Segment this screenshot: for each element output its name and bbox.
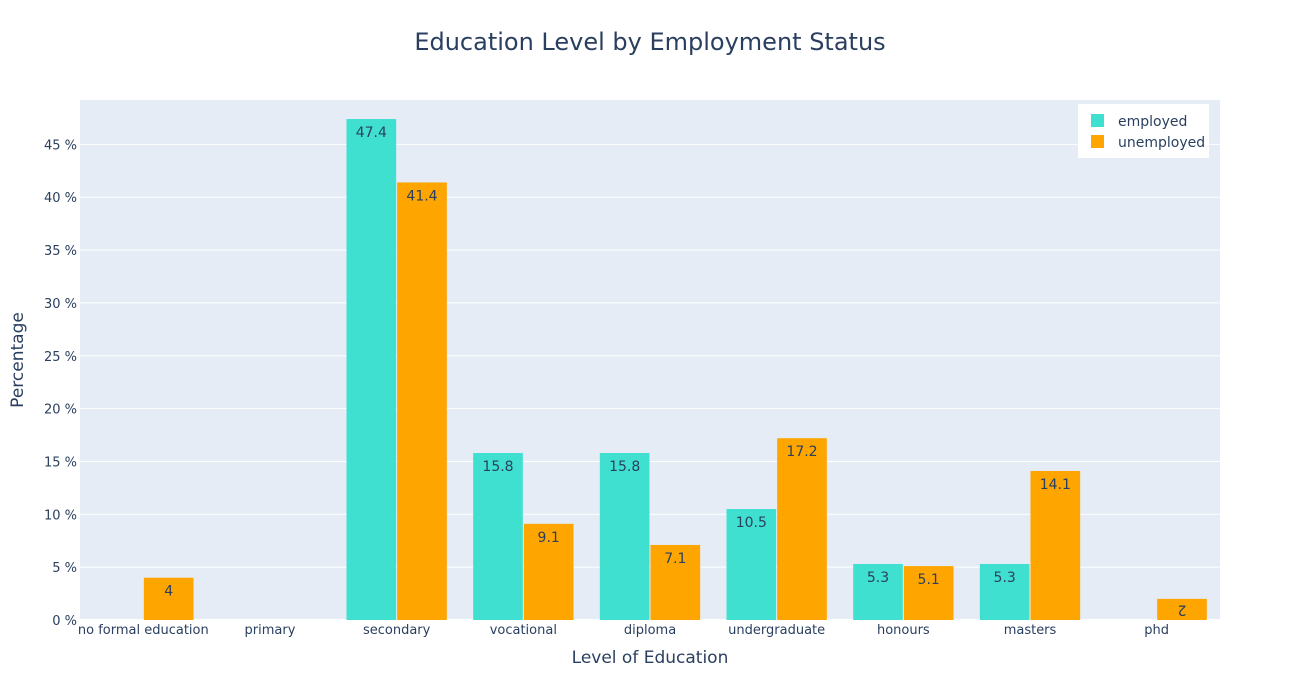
y-tick-label: 20 % xyxy=(44,403,77,418)
y-tick-label: 5 % xyxy=(52,561,77,576)
data-label: 47.4 xyxy=(356,125,387,141)
x-tick-label: no formal education xyxy=(78,623,209,638)
data-label: 7.1 xyxy=(664,551,686,567)
bar-employed xyxy=(979,563,1030,620)
y-tick-label: 0 % xyxy=(52,614,77,629)
x-tick-label: diploma xyxy=(624,623,676,638)
y-axis-title: Percentage xyxy=(8,312,28,408)
y-tick-label: 45 % xyxy=(44,138,77,153)
bars xyxy=(143,119,1207,621)
x-tick-label: secondary xyxy=(363,623,431,638)
bar-unemployed xyxy=(903,566,954,620)
bar-unemployed xyxy=(523,523,574,620)
y-tick-label: 30 % xyxy=(44,297,77,312)
plot-area xyxy=(80,100,1220,620)
bar-unemployed xyxy=(777,438,827,620)
data-label: 5.1 xyxy=(918,572,940,588)
y-tick-label: 10 % xyxy=(44,508,77,523)
y-tick-label: 25 % xyxy=(44,350,77,365)
x-tick-label: undergraduate xyxy=(728,623,825,638)
data-label: 2 xyxy=(1178,601,1187,617)
bar-employed xyxy=(346,119,397,621)
legend-label: unemployed xyxy=(1118,135,1205,151)
legend-swatch xyxy=(1091,114,1104,127)
x-tick-label: phd xyxy=(1144,623,1169,638)
bar-employed xyxy=(853,563,903,620)
legend-item-unemployed[interactable]: unemployed xyxy=(1091,135,1205,151)
legend-swatch xyxy=(1091,135,1104,148)
x-tick-label: primary xyxy=(245,623,296,638)
data-label: 15.8 xyxy=(609,459,640,475)
bar-unemployed xyxy=(650,544,701,620)
x-tick-label: vocational xyxy=(490,623,557,638)
data-label: 41.4 xyxy=(406,188,437,204)
data-label: 4 xyxy=(164,584,173,600)
bar-unemployed xyxy=(143,577,194,620)
data-label: 5.3 xyxy=(994,570,1016,586)
y-tick-label: 15 % xyxy=(44,455,77,470)
legend-item-employed[interactable]: employed xyxy=(1091,114,1187,130)
legend-box xyxy=(1078,104,1209,158)
data-label: 17.2 xyxy=(786,444,817,460)
x-axis-title: Level of Education xyxy=(572,648,729,668)
x-axis-ticks: no formal education primary secondary vocat… xyxy=(78,623,1169,638)
y-axis-ticks: 0 % 5 % 10 % 15 % 20 % 25 % 30 % 35 % 40 % 45 % xyxy=(44,138,77,629)
chart-title: Education Level by Employment Status xyxy=(414,28,885,56)
y-tick-label: 35 % xyxy=(44,244,77,259)
data-label: 14.1 xyxy=(1040,477,1071,493)
bar-labels: 4 47.4 41.4 15.8 9.1 15.8 7.1 10.5 17.2 5.3 5.1 5.3… xyxy=(164,125,1186,617)
data-label: 10.5 xyxy=(736,515,767,531)
legend-label: employed xyxy=(1118,114,1187,130)
y-tick-label: 40 % xyxy=(44,191,77,206)
data-label: 5.3 xyxy=(867,570,889,586)
bar-unemployed xyxy=(397,182,447,620)
bar-employed xyxy=(726,509,777,620)
x-tick-label: masters xyxy=(1004,623,1057,638)
bar-unemployed xyxy=(1030,470,1081,620)
bar-unemployed xyxy=(1157,598,1207,620)
data-label: 15.8 xyxy=(482,459,513,475)
data-label: 9.1 xyxy=(538,530,560,546)
bar-employed xyxy=(599,453,650,620)
gridlines xyxy=(80,143,1220,621)
legend[interactable]: employed unemployed xyxy=(1078,104,1209,158)
bar-employed xyxy=(473,453,523,620)
x-tick-label: honours xyxy=(877,623,930,638)
